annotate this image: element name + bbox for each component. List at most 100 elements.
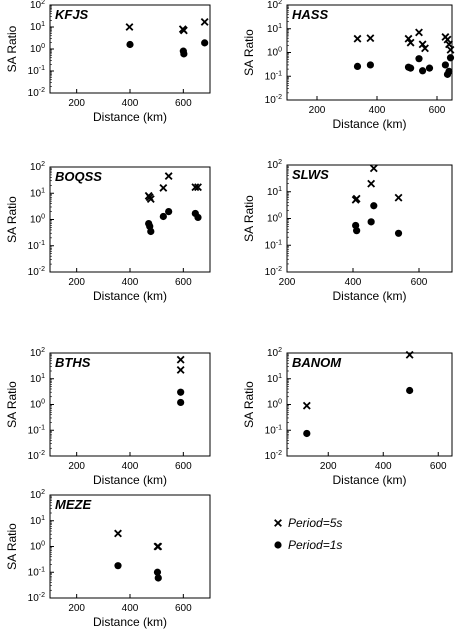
y-axis-title: SA Ratio	[5, 381, 19, 428]
x-tick-label: 400	[375, 461, 392, 472]
x-tick-label: 600	[175, 98, 192, 109]
y-tick-label: 100	[30, 399, 45, 411]
y-tick-label: 101	[267, 23, 282, 35]
legend-marker-dot	[274, 541, 282, 549]
legend-dot-mark	[274, 541, 282, 549]
x-tick-label: 600	[175, 461, 192, 472]
series-period-5s	[351, 164, 403, 204]
data-point-dot	[201, 39, 209, 47]
data-point-x	[352, 194, 361, 203]
x-tick-label: 200	[320, 461, 337, 472]
y-tick-label: 10-2	[28, 266, 45, 278]
panel-meze: 10-2 10-1 100 101 102 200 400 600 Distance (km) S…	[5, 489, 211, 629]
data-point-dot	[394, 229, 403, 237]
series-period-5s	[302, 350, 414, 410]
data-point-dot	[419, 67, 427, 75]
x-tick-label: 200	[279, 277, 296, 288]
y-tick-label: 100	[30, 214, 45, 226]
panel-boqss: 10-2 10-1 100 101 102 200 400 600 Distance (km) S…	[5, 161, 211, 303]
y-tick-label: 101	[30, 373, 45, 385]
data-point-dot	[165, 207, 173, 216]
y-tick-label: 101	[30, 515, 45, 527]
data-point-dot	[194, 213, 202, 222]
data-point-x	[421, 44, 429, 53]
data-point-x	[302, 401, 311, 410]
data-point-x	[366, 34, 375, 43]
data-point-x	[159, 183, 168, 192]
x-tick-label: 400	[122, 461, 139, 472]
y-tick-label: 10-2	[265, 450, 282, 462]
data-point-x	[125, 23, 134, 31]
y-tick-label: 10-1	[265, 239, 282, 251]
x-tick-label: 400	[122, 277, 139, 288]
y-tick-label: 10-2	[28, 87, 45, 99]
x-tick-label: 400	[122, 603, 139, 614]
series-period-1s	[145, 207, 202, 236]
legend-label-period-5s: Period=5s	[288, 516, 342, 530]
x-axis-title: Distance (km)	[93, 289, 167, 303]
data-point-dot	[159, 212, 167, 221]
legend-marker-x	[274, 519, 282, 527]
data-point-x	[194, 183, 202, 192]
y-tick-label: 102	[30, 0, 45, 11]
y-tick-label: 100	[30, 43, 45, 55]
x-tick-label: 200	[68, 277, 85, 288]
x-axis-title: Distance (km)	[332, 117, 406, 131]
data-point-x	[176, 355, 185, 364]
data-point-x	[404, 34, 413, 43]
y-axis-title: SA Ratio	[5, 196, 19, 243]
legend-item-period-1s: Period=1s	[274, 538, 342, 552]
data-point-x	[415, 28, 423, 37]
y-tick-label: 10-1	[265, 70, 282, 82]
panel-title: MEZE	[55, 497, 91, 512]
panel-banom: 10-2 10-1 100 101 102 200 400 600 Distance (km) S…	[242, 347, 453, 487]
data-point-dot	[180, 50, 188, 58]
x-tick-label: 600	[175, 277, 192, 288]
y-tick-label: 101	[267, 186, 282, 198]
legend: Period=5s Period=1s	[274, 516, 342, 552]
data-point-x	[191, 183, 200, 192]
data-point-dot	[441, 61, 449, 69]
data-point-dot	[445, 67, 453, 76]
series-period-5s	[114, 529, 163, 551]
y-tick-label: 102	[267, 159, 282, 171]
data-point-x	[154, 542, 163, 551]
y-tick-label: 101	[267, 373, 282, 385]
y-tick-label: 101	[30, 21, 45, 33]
data-point-x	[146, 195, 155, 204]
data-point-dot	[153, 568, 162, 576]
data-point-x	[445, 40, 453, 49]
y-axis-title: SA Ratio	[242, 381, 256, 428]
data-point-x	[176, 365, 185, 374]
x-tick-label: 600	[429, 105, 446, 116]
data-point-dot	[126, 40, 134, 49]
data-point-dot	[353, 62, 362, 70]
data-point-dot	[303, 429, 311, 438]
y-tick-label: 10-2	[265, 94, 282, 106]
series-period-5s	[353, 28, 455, 54]
y-tick-label: 102	[30, 489, 45, 501]
series-period-1s	[126, 39, 209, 58]
x-tick-label: 400	[345, 277, 362, 288]
data-point-dot	[415, 55, 423, 63]
panel-title: BOQSS	[55, 169, 102, 184]
y-tick-label: 10-1	[28, 65, 45, 77]
y-tick-label: 10-1	[28, 424, 45, 436]
y-tick-label: 101	[30, 187, 45, 199]
y-tick-label: 102	[267, 0, 282, 11]
y-axis-title: SA Ratio	[242, 29, 256, 76]
panel-title: KFJS	[55, 7, 89, 22]
x-axis-title: Distance (km)	[93, 615, 167, 629]
data-point-dot	[370, 202, 378, 210]
data-point-dot	[154, 574, 162, 582]
data-point-x	[406, 38, 415, 47]
data-point-x	[446, 45, 455, 54]
panel-title: BANOM	[292, 355, 342, 370]
panel-bths: 10-2 10-1 100 101 102 200 400 600 Distance (km) S…	[5, 347, 211, 487]
series-period-5s	[125, 17, 209, 35]
data-point-dot	[353, 227, 361, 235]
y-axis-title: SA Ratio	[242, 195, 256, 242]
data-point-x	[369, 164, 378, 173]
data-point-x	[405, 350, 414, 359]
